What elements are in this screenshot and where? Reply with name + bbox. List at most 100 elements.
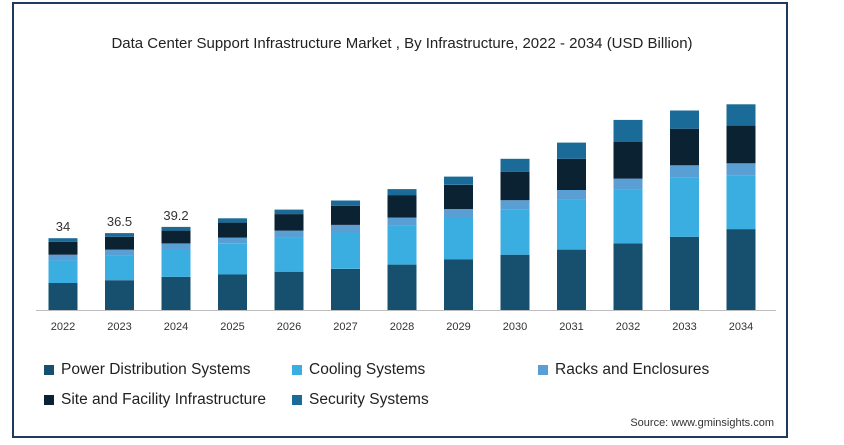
bar-segment [500,171,530,201]
bar-segment [105,236,134,250]
x-tick-label: 2030 [503,321,527,333]
source-note: Source: www.gminsights.com [630,417,774,429]
bar-segment [331,232,360,269]
x-tick-label: 2025 [220,321,244,333]
bar-segment [387,217,417,226]
bar-segment [218,222,247,238]
x-tick-label: 2026 [277,321,301,333]
legend-swatch [292,395,302,405]
bar-segment [670,128,699,166]
bar-segment [444,209,473,218]
bar-segment [387,189,417,196]
bar-segment [48,260,78,283]
bar-segment [48,254,78,261]
bar-segment [274,237,304,272]
bar-segment [48,238,78,242]
bar-segment [105,233,134,237]
bar-segment [500,254,530,310]
legend-swatch [538,365,548,375]
legend-label: Cooling Systems [309,361,426,378]
bar-segment [274,209,304,215]
bar-segment [218,274,247,310]
bar-segment [105,255,134,281]
bar-segment [613,178,643,190]
bar-segment [161,230,191,244]
bar-segment [331,205,360,225]
data-label: 34 [56,219,70,234]
bar-segment [331,200,360,206]
bar-segment [444,176,473,185]
legend-swatch [44,365,54,375]
legend-swatch [292,365,302,375]
bar-segment [444,184,473,209]
bar-segment [161,226,191,231]
x-tick-label: 2022 [51,321,75,333]
bar-segment [444,217,473,260]
x-tick-label: 2023 [107,321,131,333]
bar-segment [670,110,699,129]
bar-segment [557,199,586,250]
bar-segment [274,230,304,238]
legend-item: Cooling Systems [292,361,425,379]
legend-item: Site and Facility Infrastructure [44,391,266,409]
bar-segment [613,243,643,310]
x-tick-label: 2028 [390,321,414,333]
data-label: 36.5 [107,214,132,229]
bar-segment [613,189,643,244]
bar-segment [331,224,360,233]
bar-segment [557,249,586,310]
bar-segment [444,259,473,310]
bar-segment [670,165,699,178]
bar-segment [387,195,417,218]
x-tick-label: 2031 [559,321,583,333]
bar-segment [105,249,134,256]
bar-segment [274,271,304,310]
bar-segment [670,236,699,310]
bar-segment [161,276,191,310]
x-tick-label: 2027 [333,321,357,333]
bar-segment [726,229,756,310]
chart-title: Data Center Support Infrastructure Marke… [111,35,693,52]
legend-label: Site and Facility Infrastructure [61,391,267,408]
bar-segment [218,218,247,223]
bar-segment [500,200,530,210]
bar-segment [557,142,586,159]
legend-item: Racks and Enclosures [538,361,709,379]
bar-segment [218,237,247,244]
bar-segment [726,125,756,164]
bar-segment [161,243,191,249]
x-tick-label: 2034 [729,321,753,333]
legend-label: Racks and Enclosures [555,361,710,378]
bar-segment [274,214,304,231]
bar-segment [161,249,191,277]
bar-segment [670,177,699,237]
bar-segment [387,264,417,310]
bar-segment [500,158,530,172]
chart-frame: Data Center Support Infrastructure Marke… [12,2,788,438]
x-tick-label: 2032 [616,321,640,333]
bar-segment [557,158,586,190]
legend-item: Security Systems [292,391,429,409]
bar-segment [726,104,756,126]
x-tick-label: 2033 [672,321,696,333]
legend-item: Power Distribution Systems [44,361,251,379]
bar-segment [218,243,247,275]
bar-segment [48,241,78,255]
chart-plot: 2022 34 2023 36.5 2024 39.2 2025 2026 2027 2028 20… [36,104,776,333]
bar-segment [726,175,756,230]
bar-segment [557,190,586,200]
bar-segment [726,163,756,176]
legend-label: Power Distribution Systems [61,361,251,378]
data-label: 39.2 [163,208,188,223]
x-tick-label: 2029 [446,321,470,333]
legend-label: Security Systems [309,391,429,408]
bar-segment [387,225,417,265]
x-tick-label: 2024 [164,321,188,333]
bar-segment [331,268,360,310]
bar-segment [613,142,643,179]
bar-segment [613,119,643,142]
legend-swatch [44,395,54,405]
bar-segment [500,209,530,255]
bar-segment [48,283,78,310]
bar-segment [105,280,134,310]
